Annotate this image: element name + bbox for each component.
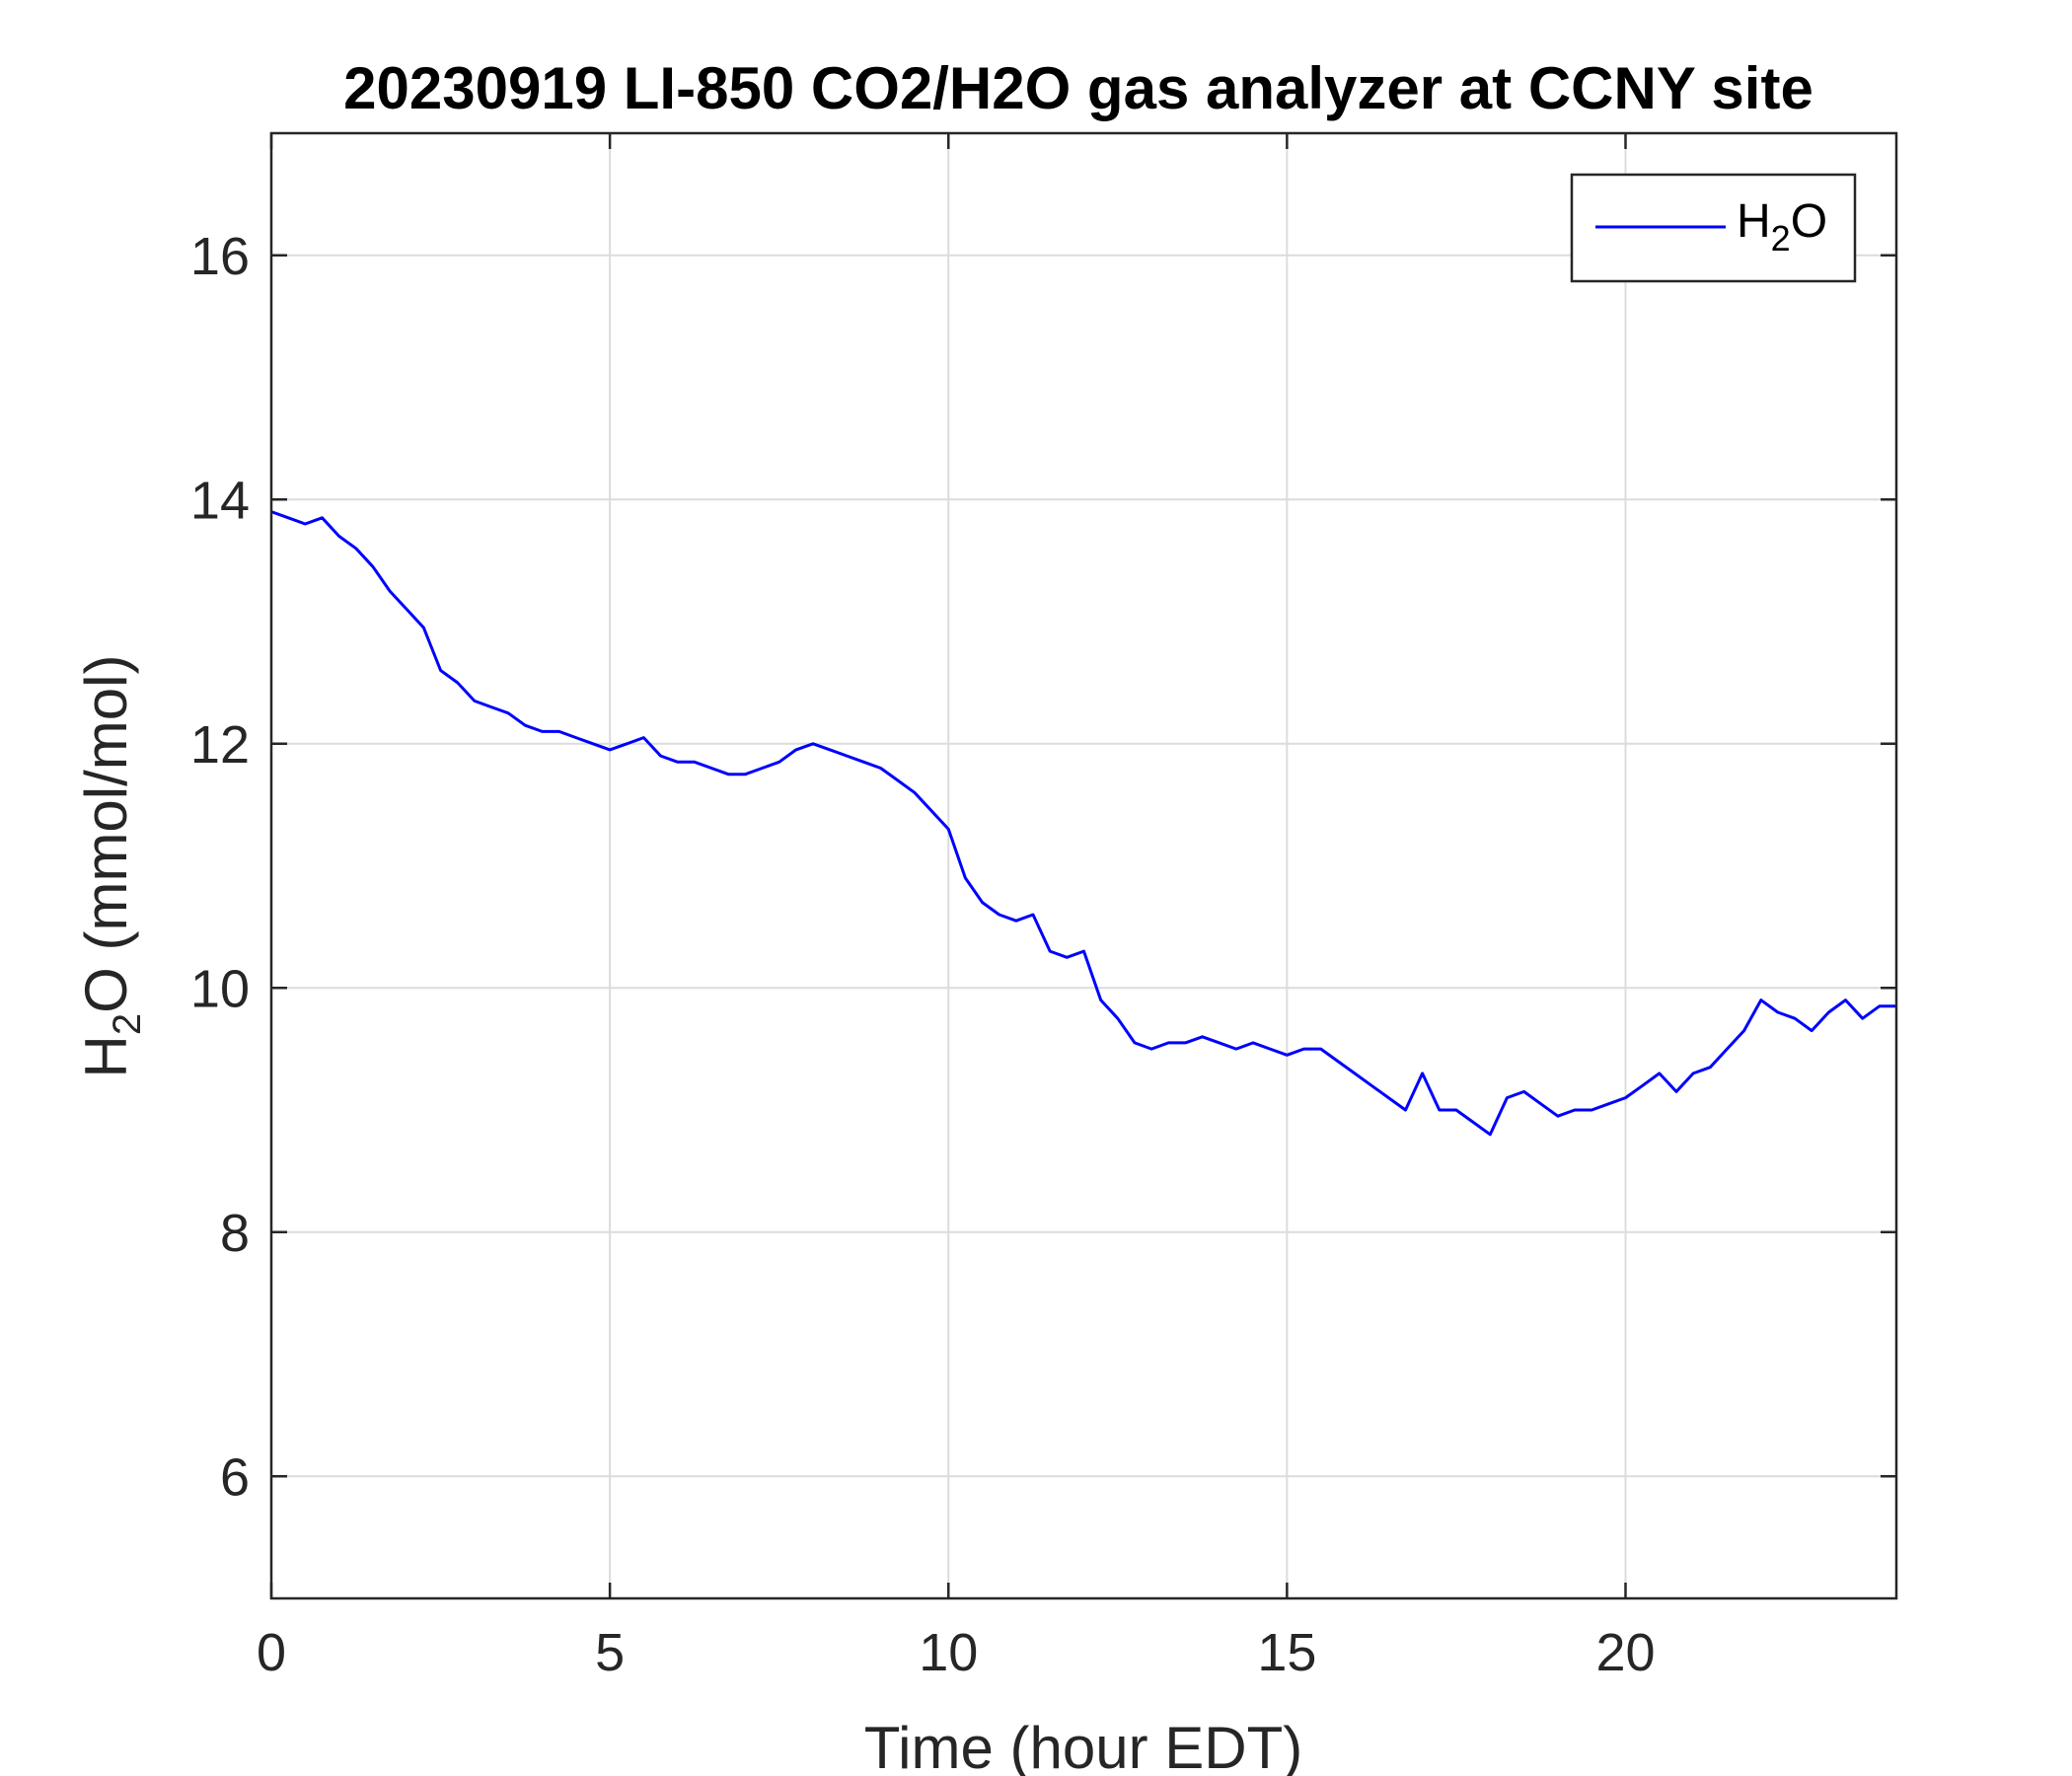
x-tick-label: 5 [595, 1623, 625, 1682]
y-label-subscript: 2 [106, 1013, 149, 1035]
h2o-series-line [270, 510, 1896, 1137]
y-tick-label: 14 [190, 471, 250, 530]
axis-ticks [269, 133, 1896, 1598]
y-tick-label: 8 [220, 1204, 250, 1263]
y-tick-label: 10 [190, 959, 250, 1018]
y-label-rest: O (mmol/mol) [73, 655, 139, 1013]
legend-label-subscript: 2 [1771, 218, 1791, 259]
y-tick-label: 12 [190, 715, 250, 775]
y-tick-labels: 6 8 10 12 14 16 [190, 227, 250, 1508]
y-label-h: H [73, 1035, 139, 1077]
plot-area [271, 133, 1896, 1598]
x-axis-label: Time (hour EDT) [864, 1715, 1303, 1776]
x-tick-label: 10 [919, 1623, 978, 1682]
legend: H2O [1570, 173, 1857, 283]
x-tick-labels: 0 5 10 15 20 [257, 1623, 1656, 1682]
x-tick-label: 20 [1595, 1623, 1655, 1682]
plot-border [269, 131, 1898, 1600]
legend-label-h: H [1737, 195, 1771, 248]
y-tick-label: 16 [190, 227, 250, 286]
x-tick-label: 0 [257, 1623, 286, 1682]
y-axis-label: H2O (mmol/mol) [73, 655, 149, 1078]
chart-title: 20230919 LI-850 CO2/H2O gas analyzer at … [343, 55, 1813, 121]
x-tick-label: 15 [1257, 1623, 1316, 1682]
legend-label: H2O [1737, 195, 1827, 259]
legend-label-o: O [1791, 195, 1827, 248]
y-tick-label: 6 [220, 1447, 250, 1507]
